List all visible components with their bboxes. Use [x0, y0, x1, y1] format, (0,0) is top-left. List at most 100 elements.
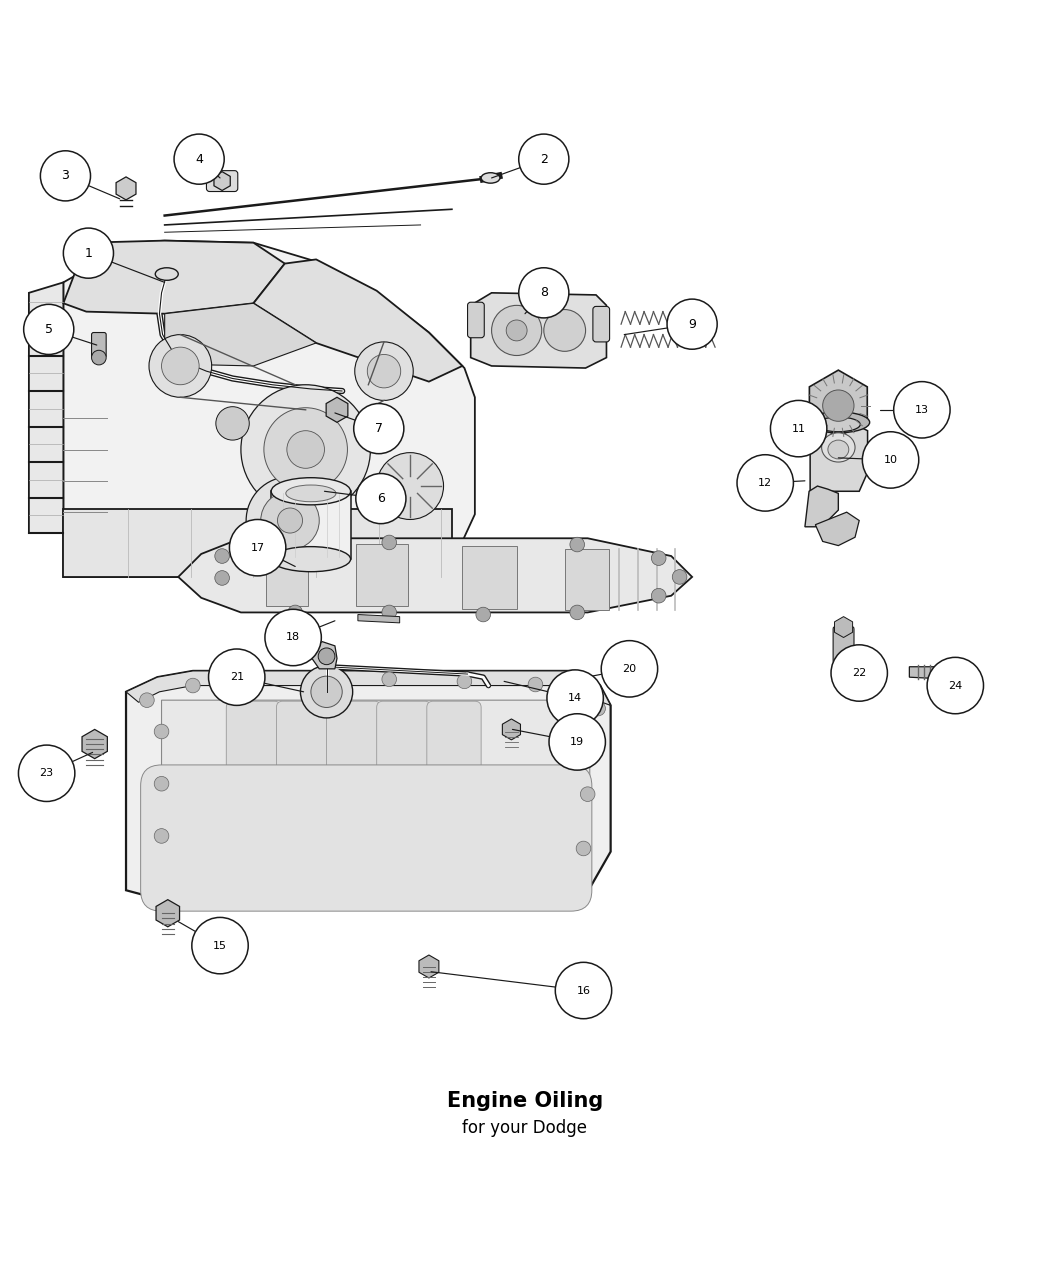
Circle shape [19, 745, 75, 802]
Circle shape [544, 310, 586, 352]
Text: 4: 4 [195, 153, 203, 166]
Circle shape [186, 678, 201, 692]
Ellipse shape [827, 440, 848, 459]
FancyBboxPatch shape [833, 626, 854, 663]
Polygon shape [805, 486, 838, 527]
Circle shape [547, 669, 604, 727]
Polygon shape [162, 700, 590, 886]
Circle shape [216, 407, 249, 440]
Circle shape [154, 724, 169, 738]
FancyBboxPatch shape [467, 302, 484, 338]
Text: 6: 6 [377, 492, 384, 505]
Circle shape [307, 672, 321, 687]
Polygon shape [816, 513, 859, 546]
Text: 3: 3 [62, 170, 69, 182]
Text: 2: 2 [540, 153, 548, 166]
Text: 20: 20 [623, 664, 636, 673]
Polygon shape [356, 543, 408, 606]
Text: 8: 8 [540, 287, 548, 300]
Ellipse shape [271, 478, 351, 505]
Circle shape [382, 536, 397, 550]
Circle shape [318, 648, 335, 664]
Circle shape [162, 347, 200, 385]
FancyBboxPatch shape [63, 509, 452, 576]
FancyBboxPatch shape [271, 491, 351, 560]
FancyBboxPatch shape [91, 333, 106, 357]
Circle shape [822, 390, 854, 421]
Circle shape [229, 519, 286, 576]
Ellipse shape [821, 432, 855, 462]
Circle shape [382, 606, 397, 620]
Circle shape [192, 918, 248, 974]
Text: 11: 11 [792, 423, 805, 434]
Circle shape [368, 354, 401, 388]
Circle shape [667, 300, 717, 349]
FancyBboxPatch shape [207, 171, 237, 191]
Circle shape [651, 551, 666, 565]
Polygon shape [253, 259, 462, 381]
Circle shape [154, 829, 169, 843]
Circle shape [602, 640, 657, 697]
Circle shape [862, 432, 919, 488]
Polygon shape [126, 671, 611, 899]
Polygon shape [165, 303, 316, 366]
Circle shape [491, 306, 542, 356]
Circle shape [277, 507, 302, 533]
Circle shape [288, 606, 302, 620]
Polygon shape [266, 543, 308, 606]
Circle shape [265, 609, 321, 666]
Text: Engine Oiling: Engine Oiling [447, 1091, 603, 1112]
Polygon shape [178, 538, 692, 612]
Ellipse shape [817, 417, 860, 432]
Text: 1: 1 [84, 246, 92, 260]
Polygon shape [29, 282, 63, 533]
Circle shape [240, 385, 371, 514]
Circle shape [24, 305, 74, 354]
Circle shape [581, 787, 595, 802]
Text: 23: 23 [40, 769, 54, 778]
Circle shape [140, 692, 154, 708]
Circle shape [377, 453, 443, 519]
Circle shape [591, 701, 606, 715]
Circle shape [570, 606, 585, 620]
FancyBboxPatch shape [327, 701, 381, 886]
Circle shape [555, 963, 612, 1019]
Circle shape [209, 649, 265, 705]
FancyBboxPatch shape [593, 306, 610, 342]
Text: 19: 19 [570, 737, 584, 747]
Circle shape [519, 134, 569, 184]
Ellipse shape [481, 172, 500, 184]
Ellipse shape [155, 268, 179, 280]
Circle shape [215, 571, 229, 585]
Polygon shape [126, 671, 611, 705]
Polygon shape [63, 241, 285, 314]
Text: 16: 16 [576, 986, 590, 996]
Circle shape [40, 150, 90, 201]
Circle shape [355, 342, 414, 400]
Text: 7: 7 [375, 422, 383, 435]
Text: 22: 22 [853, 668, 866, 678]
Circle shape [476, 607, 490, 622]
Text: 12: 12 [758, 478, 773, 488]
Circle shape [581, 740, 595, 755]
Polygon shape [462, 546, 517, 609]
Text: 14: 14 [568, 694, 582, 703]
Circle shape [672, 570, 687, 584]
Circle shape [215, 548, 229, 564]
Circle shape [737, 455, 794, 511]
Text: 24: 24 [948, 681, 963, 691]
Circle shape [246, 477, 334, 565]
Circle shape [528, 677, 543, 692]
Text: for your Dodge: for your Dodge [462, 1119, 588, 1137]
Circle shape [174, 134, 225, 184]
FancyBboxPatch shape [276, 701, 331, 886]
Circle shape [91, 351, 106, 365]
Circle shape [519, 268, 569, 317]
Circle shape [506, 320, 527, 340]
Circle shape [382, 672, 397, 687]
Circle shape [894, 381, 950, 439]
Circle shape [235, 674, 250, 688]
Circle shape [927, 658, 984, 714]
Text: 17: 17 [251, 543, 265, 552]
Circle shape [149, 334, 212, 398]
